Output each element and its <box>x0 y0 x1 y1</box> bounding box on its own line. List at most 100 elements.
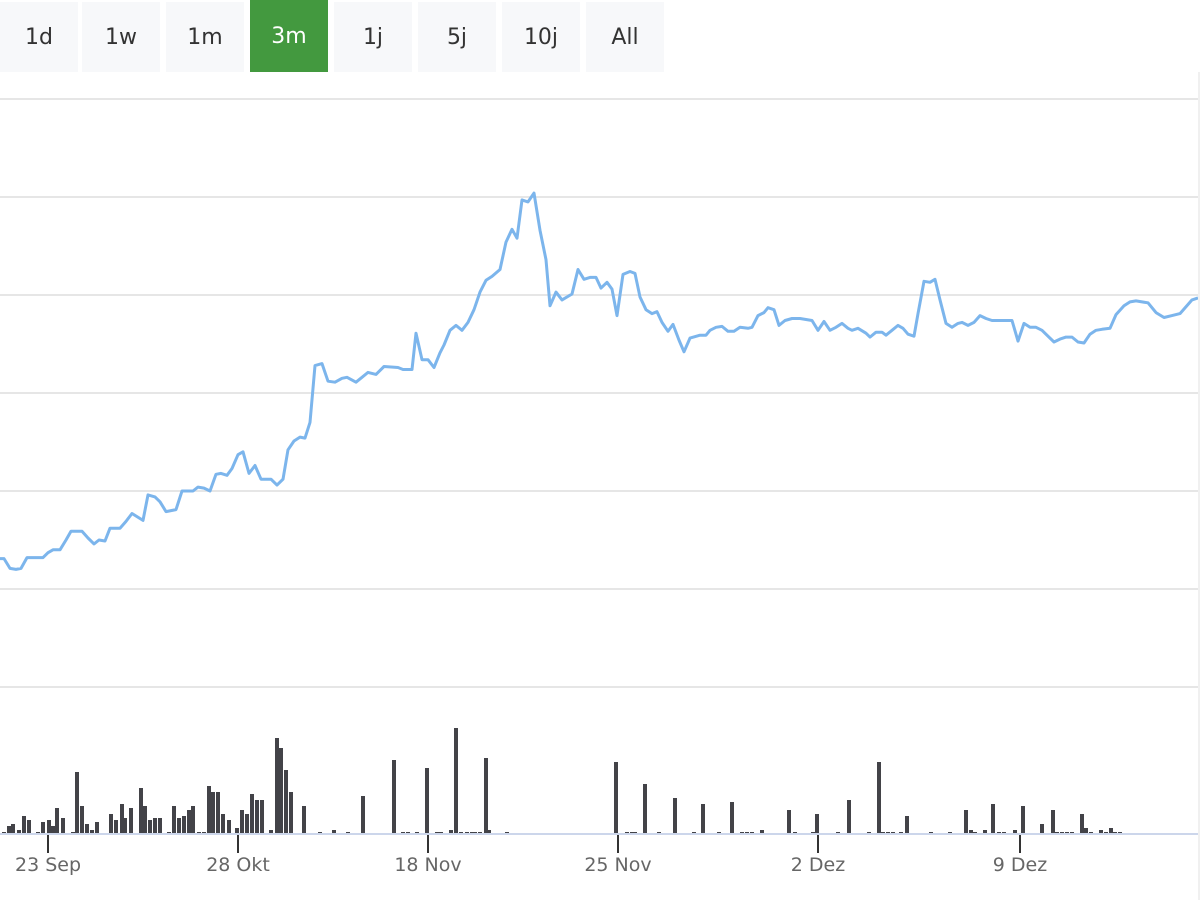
volume-bar <box>435 832 439 834</box>
range-button-5j[interactable]: 5j <box>418 2 496 72</box>
volume-bar <box>17 830 21 834</box>
volume-bar <box>760 830 764 834</box>
volume-bar <box>473 832 477 834</box>
volume-bar <box>1055 832 1059 834</box>
volume-bar <box>153 818 157 834</box>
volume-bar <box>449 830 453 834</box>
volume-bar <box>881 832 885 834</box>
volume-bar <box>90 830 94 834</box>
volume-bar <box>95 822 99 834</box>
volume-bar <box>867 832 871 834</box>
volume-bar <box>279 748 283 834</box>
range-button-1j[interactable]: 1j <box>334 2 412 72</box>
volume-bar <box>969 830 973 834</box>
volume-bar <box>143 806 147 834</box>
volume-bar <box>139 788 143 834</box>
volume-bar <box>891 832 895 834</box>
range-button-10j[interactable]: 10j <box>502 2 580 72</box>
volume-bar <box>123 818 127 834</box>
volume-bar <box>1070 832 1074 834</box>
volume-bars <box>2 728 1122 834</box>
volume-bar <box>187 810 191 834</box>
volume-bar <box>361 796 365 834</box>
volume-bar <box>905 816 909 834</box>
volume-bar <box>929 832 933 834</box>
volume-bar <box>22 816 26 834</box>
volume-bar <box>745 832 749 834</box>
volume-bar <box>401 832 405 834</box>
x-tick-label: 9 Dez <box>993 854 1047 876</box>
volume-bar <box>197 832 201 834</box>
volume-bar <box>717 832 721 834</box>
range-button-all[interactable]: All <box>586 2 664 72</box>
volume-bar <box>673 798 677 834</box>
volume-bar <box>815 814 819 834</box>
volume-bar <box>332 830 336 834</box>
volume-bar <box>1080 814 1084 834</box>
range-button-1w[interactable]: 1w <box>82 2 160 72</box>
volume-bar <box>1002 832 1006 834</box>
x-tick-label: 28 Okt <box>206 854 270 876</box>
volume-bar <box>643 784 647 834</box>
volume-bar <box>11 824 15 834</box>
volume-bar <box>983 830 987 834</box>
volume-bar <box>202 832 206 834</box>
volume-bar <box>1109 828 1113 834</box>
volume-bar <box>1065 832 1069 834</box>
volume-bar <box>454 728 458 834</box>
volume-bar <box>240 810 244 834</box>
volume-bar <box>973 832 977 834</box>
volume-bar <box>470 832 474 834</box>
volume-bar <box>1060 832 1064 834</box>
volume-bar <box>657 832 661 834</box>
range-button-1d[interactable]: 1d <box>0 2 78 72</box>
volume-bar <box>811 832 815 834</box>
volume-bar <box>235 828 239 834</box>
volume-bar <box>71 832 75 834</box>
volume-bar <box>964 810 968 834</box>
volume-bar <box>1040 824 1044 834</box>
volume-bar <box>167 832 171 834</box>
volume-bar <box>750 832 754 834</box>
volume-bar <box>269 830 273 834</box>
volume-bar <box>991 804 995 834</box>
volume-bar <box>633 832 637 834</box>
volume-bar <box>793 832 797 834</box>
volume-bar <box>129 808 133 834</box>
volume-bar <box>614 762 618 834</box>
volume-bar <box>177 818 181 834</box>
volume-bar <box>1051 810 1055 834</box>
volume-bar <box>899 832 903 834</box>
x-tick-label: 2 Dez <box>791 854 845 876</box>
volume-bar <box>182 816 186 834</box>
range-button-3m[interactable]: 3m <box>250 0 328 72</box>
volume-bar <box>318 832 322 834</box>
volume-bar <box>55 808 59 834</box>
volume-bar <box>172 806 176 834</box>
volume-bar <box>346 832 350 834</box>
volume-bar <box>109 814 113 834</box>
volume-bar <box>886 832 890 834</box>
volume-bar <box>439 832 443 834</box>
volume-bar <box>51 826 55 834</box>
volume-bar <box>255 800 259 834</box>
volume-bar <box>787 810 791 834</box>
volume-bar <box>158 818 162 834</box>
volume-bar <box>487 830 491 834</box>
volume-bar <box>302 806 306 834</box>
volume-bar <box>997 832 1001 834</box>
volume-bar <box>1104 832 1108 834</box>
volume-bar <box>245 814 249 834</box>
volume-bar <box>415 832 419 834</box>
volume-bar <box>948 832 952 834</box>
volume-bar <box>1113 832 1117 834</box>
volume-bar <box>61 818 65 834</box>
volume-bar <box>630 832 634 834</box>
range-button-1m[interactable]: 1m <box>166 2 244 72</box>
volume-bar <box>484 758 488 834</box>
volume-bar <box>1089 832 1093 834</box>
price-line <box>0 191 1199 571</box>
volume-bar <box>148 820 152 834</box>
volume-bar <box>207 786 211 834</box>
x-tick-label: 25 Nov <box>584 854 651 876</box>
